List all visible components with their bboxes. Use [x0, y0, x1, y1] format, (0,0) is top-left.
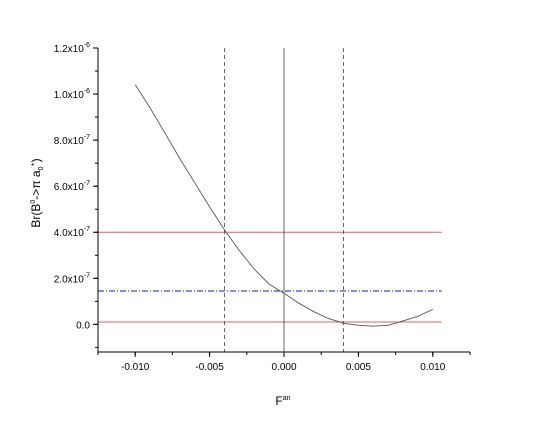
- y-tick-label-0: 0.0: [76, 320, 90, 331]
- y-tick-label-4: 8.0x10-7: [54, 134, 90, 147]
- curve-series: [134, 84, 433, 327]
- y-axis-label: Br(B0->π a0+): [29, 158, 45, 227]
- x-tick-label-3: 0.005: [346, 362, 371, 373]
- x-tick-labels: -0.010 -0.005 0.000 0.005 0.010: [121, 362, 446, 373]
- reference-lines: [98, 48, 442, 352]
- axes: [93, 47, 471, 357]
- y-tick-label-3: 6.0x10-7: [54, 180, 90, 193]
- y-tick-label-5: 1.0x10-6: [54, 88, 90, 101]
- x-tick-label-4: 0.010: [420, 362, 445, 373]
- y-tick-label-2: 4.0x10-7: [54, 226, 90, 239]
- x-tick-label-1: -0.005: [195, 362, 224, 373]
- curve-layer: [134, 84, 433, 327]
- y-tick-label-6: 1.2x10-6: [54, 42, 90, 55]
- y-tick-labels: 0.0 2.0x10-7 4.0x10-7 6.0x10-7 8.0x10-7 1.0x1…: [54, 42, 91, 331]
- y-tick-label-1: 2.0x10-7: [54, 272, 90, 285]
- x-tick-label-2: 0.000: [271, 362, 296, 373]
- x-tick-label-0: -0.010: [121, 362, 150, 373]
- x-axis-label: Fan: [275, 394, 290, 408]
